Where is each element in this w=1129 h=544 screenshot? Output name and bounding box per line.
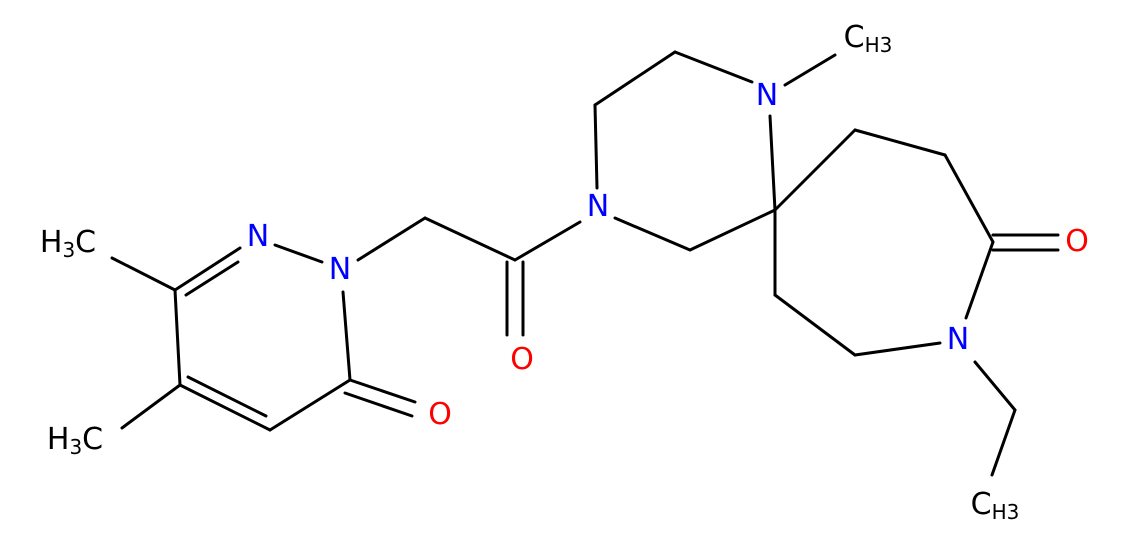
atom-label: N <box>247 219 269 254</box>
atom-text: O <box>1065 224 1089 259</box>
bond <box>343 391 414 418</box>
atom-label: CH3 <box>971 487 1020 524</box>
bond <box>768 114 777 212</box>
bond <box>120 383 182 430</box>
atom-text: N <box>947 322 969 357</box>
atom-text: C <box>971 487 992 522</box>
atom-label: O <box>428 397 452 432</box>
bond <box>356 216 427 262</box>
subscript: 3 <box>62 238 75 262</box>
bond <box>268 378 352 432</box>
atom-text: H <box>47 422 70 457</box>
bond <box>593 103 599 190</box>
bond <box>178 383 272 432</box>
atom-text: N <box>247 219 269 254</box>
bond <box>186 375 268 418</box>
subscript: H3 <box>992 500 1020 524</box>
atom-text: C <box>75 225 96 260</box>
atom-label: H3C <box>40 225 96 262</box>
bond <box>964 240 995 320</box>
atom-text: N <box>329 252 351 287</box>
atom-text: C <box>844 20 865 55</box>
bond <box>943 153 995 244</box>
bond <box>110 256 177 292</box>
atom-text: N <box>587 189 609 224</box>
bond <box>613 216 692 252</box>
bond <box>184 260 240 297</box>
bond <box>173 246 242 292</box>
atom-label: N <box>756 78 778 113</box>
atom-label: N <box>329 252 351 287</box>
atom-text: N <box>756 78 778 113</box>
bond <box>593 50 677 107</box>
subscript: 3 <box>69 435 82 459</box>
bond <box>423 216 517 262</box>
bond <box>853 128 947 157</box>
atom-text: C <box>82 422 103 457</box>
bond <box>773 293 857 357</box>
atom-label: H3C <box>47 422 103 459</box>
bond <box>773 128 857 212</box>
bond <box>673 50 754 84</box>
subscript: H3 <box>865 33 893 57</box>
bond <box>273 243 324 264</box>
atom-label: N <box>947 322 969 357</box>
bonds <box>110 50 1060 477</box>
atom-label: CH3 <box>844 20 893 57</box>
bond <box>348 378 417 404</box>
bond <box>173 288 182 387</box>
bond <box>341 290 352 382</box>
bond <box>688 208 777 252</box>
atom-label: O <box>1065 224 1089 259</box>
bond <box>853 341 942 357</box>
bond <box>513 220 582 262</box>
atom-label: O <box>510 342 534 377</box>
bond <box>973 360 1017 412</box>
atom-text: H <box>40 225 63 260</box>
atom-text: O <box>428 397 452 432</box>
atom-text: O <box>510 342 534 377</box>
bond <box>783 53 837 87</box>
atom-label: N <box>587 189 609 224</box>
bond <box>990 408 1017 477</box>
